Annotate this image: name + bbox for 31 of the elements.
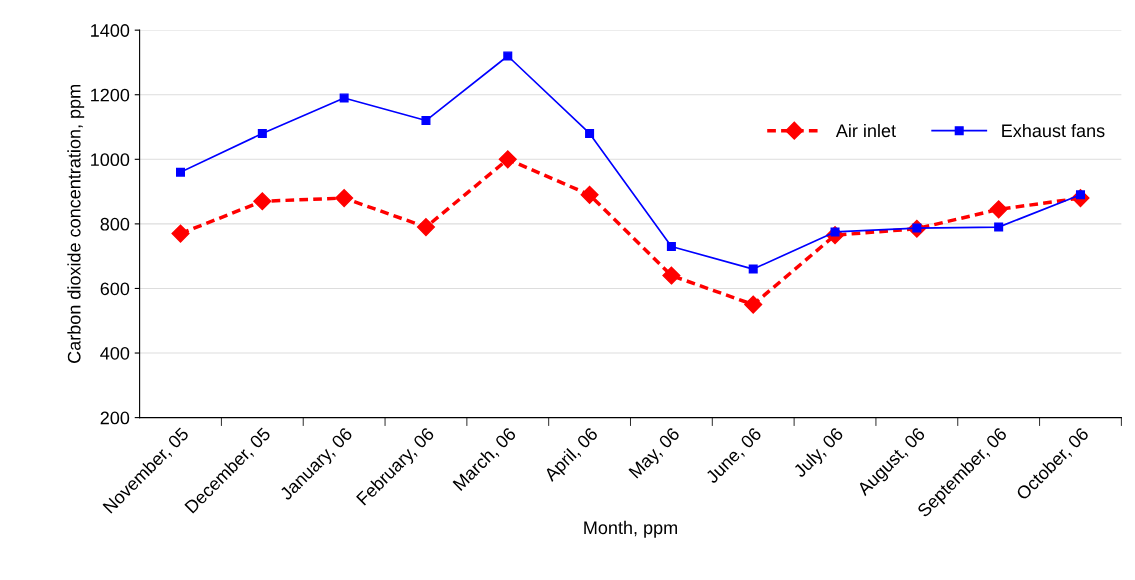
point	[666, 241, 676, 251]
x-tick-label: May, 06	[628, 426, 683, 482]
point	[662, 266, 681, 285]
point	[989, 200, 1008, 219]
y-tick-label: 800	[100, 217, 130, 231]
legend-label: Exhaust fans	[1002, 123, 1105, 138]
y-tick-label: 400	[100, 346, 130, 360]
point	[335, 189, 354, 208]
point	[994, 222, 1004, 232]
x-axis-title: Month, ppm	[584, 520, 677, 538]
point	[257, 128, 267, 138]
y-tick-label: 1200	[91, 88, 130, 102]
point	[503, 51, 513, 61]
point	[175, 167, 186, 177]
point	[416, 218, 435, 237]
legend-label: Air inlet	[835, 123, 896, 138]
point	[171, 224, 190, 243]
point	[744, 295, 763, 314]
point	[748, 264, 758, 274]
y-tick-label: 1000	[91, 153, 130, 167]
point	[580, 185, 599, 204]
x-tick-label: July, 06	[792, 426, 847, 481]
point	[253, 192, 272, 211]
y-tick-label: 200	[100, 411, 130, 425]
y-axis-title: Carbon dioxide concentration, ppm	[67, 85, 85, 363]
y-tick-label: 1400	[91, 24, 130, 37]
point	[339, 93, 349, 103]
point	[585, 128, 595, 138]
point	[421, 116, 431, 126]
y-tick-label: 600	[100, 282, 130, 296]
point	[498, 150, 517, 169]
